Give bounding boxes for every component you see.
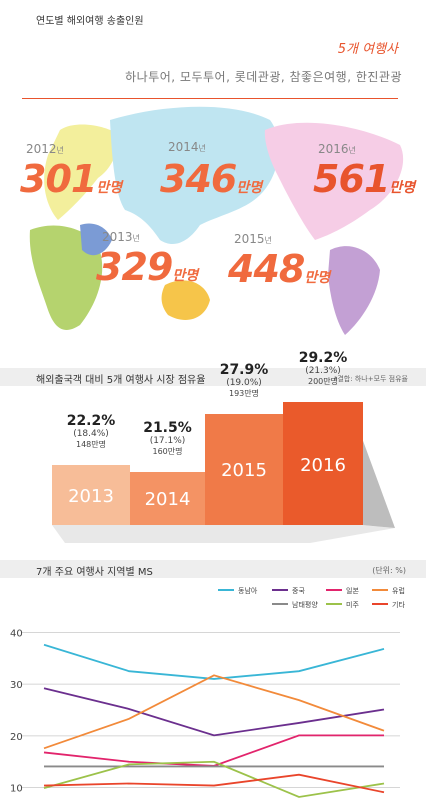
year-label-2014: 2014년 (168, 140, 206, 154)
series-line-유럽 (43, 674, 385, 750)
section3-title: 7개 주요 여행사 지역별 MS (36, 567, 153, 578)
share-chart-svg (52, 438, 395, 543)
ytick-30: 30 (10, 680, 23, 691)
divider-line (22, 98, 398, 99)
share-count-2016: 200만명 (308, 377, 338, 387)
share-combined-2015: (19.0%) (226, 377, 262, 388)
world-map (29, 106, 404, 335)
section3-header: 7개 주요 여행사 지역별 MS (단위: %) (0, 560, 426, 578)
section-outbound-travelers: 연도별 해외여행 송출인원 5개 여행사 하나투어, 모두투어, 롯데관광, 참… (0, 0, 426, 353)
series-line-중국 (43, 687, 385, 737)
share-pct-2015: 27.9% (219, 361, 269, 378)
share-combined-2016: (21.3%) (305, 366, 341, 377)
share-bar-2013: 2013 (52, 465, 130, 525)
value-2014: 346만명 (160, 157, 263, 201)
map-north-america (264, 122, 404, 240)
series-line-동남아 (43, 643, 385, 680)
year-label-2016: 2016년 (318, 142, 356, 156)
map-asia (110, 106, 279, 245)
legend-label-중국: 중국 (292, 587, 305, 595)
legend-label-유럽: 유럽 (392, 586, 405, 595)
share-label-2014: 21.5% (17.1%) 160만명 (130, 420, 205, 457)
share-label-2013: 22.2% (18.4%) 148만명 (52, 413, 130, 450)
value-2013: 329만명 (96, 245, 199, 289)
section2-header: 해외출국객 대비 5개 여행사 시장 점유율 *결합: 하나+모두 점유율 (0, 368, 426, 386)
section2-note: *결합: 하나+모두 점유율 (333, 375, 408, 383)
share-count-2015: 193만명 (229, 388, 259, 398)
ytick-20: 20 (10, 732, 23, 743)
agency-list: 하나투어, 모두투어, 롯데관광, 참좋은여행, 한진관광 (125, 70, 402, 84)
ytick-40: 40 (10, 628, 23, 639)
share-pct-2016: 29.2% (298, 350, 348, 367)
value-2015: 448만명 (228, 247, 331, 291)
year-label-2013: 2013년 (102, 230, 140, 244)
legend-label-동남아: 동남아 (238, 586, 258, 595)
share-bar-year-2013: 2013 (68, 486, 114, 508)
section3-unit: (단위: %) (372, 566, 406, 575)
share-funnel (362, 438, 395, 528)
share-bar-2016: 2016 (283, 402, 363, 525)
value-2016: 561만명 (313, 157, 416, 201)
share-label-2016: 29.2% (21.3%) 200만명 (283, 350, 363, 387)
series-line-기타 (43, 773, 385, 794)
share-count-2013: 148만명 (76, 440, 106, 450)
agency-count: 5개 여행사 (337, 42, 398, 57)
share-bar-year-2015: 2015 (221, 460, 267, 482)
share-label-2015: 27.9% (19.0%) 193만명 (205, 362, 283, 399)
share-bar-2015: 2015 (205, 413, 283, 525)
share-shadow (52, 525, 395, 543)
value-2012: 301만명 (20, 157, 123, 201)
legend-label-남태평양: 남태평양 (292, 600, 318, 609)
year-label-2015: 2015년 (234, 232, 272, 246)
legend-label-미주: 미주 (346, 600, 359, 609)
section1-title: 연도별 해외여행 송출인원 (36, 16, 144, 27)
legend-label-기타: 기타 (392, 600, 405, 609)
legend-label-일본: 일본 (346, 586, 359, 595)
share-bar-year-2016: 2016 (300, 454, 346, 476)
share-combined-2014: (17.1%) (149, 435, 186, 446)
year-label-2012: 2012년 (26, 142, 64, 156)
share-chart: 2013 22.2% (18.4%) 148만명 2014 21.5% (17.1%) 160… (0, 350, 426, 543)
series-line-미주 (43, 760, 385, 798)
share-count-2014: 160만명 (152, 446, 183, 456)
share-pct-2014: 21.5% (143, 419, 192, 436)
map-europe (44, 124, 120, 220)
map-middle-east (80, 223, 112, 256)
share-bar-year-2014: 2014 (144, 489, 191, 511)
section2-title: 해외출국객 대비 5개 여행사 시장 점유율 (36, 375, 206, 386)
share-pct-2013: 22.2% (66, 413, 116, 430)
ytick-10: 10 (10, 784, 23, 795)
map-oceania (161, 280, 210, 320)
share-bar-2014: 2014 (130, 471, 205, 525)
map-south-america (328, 246, 380, 335)
share-combined-2013: (18.4%) (73, 429, 109, 440)
